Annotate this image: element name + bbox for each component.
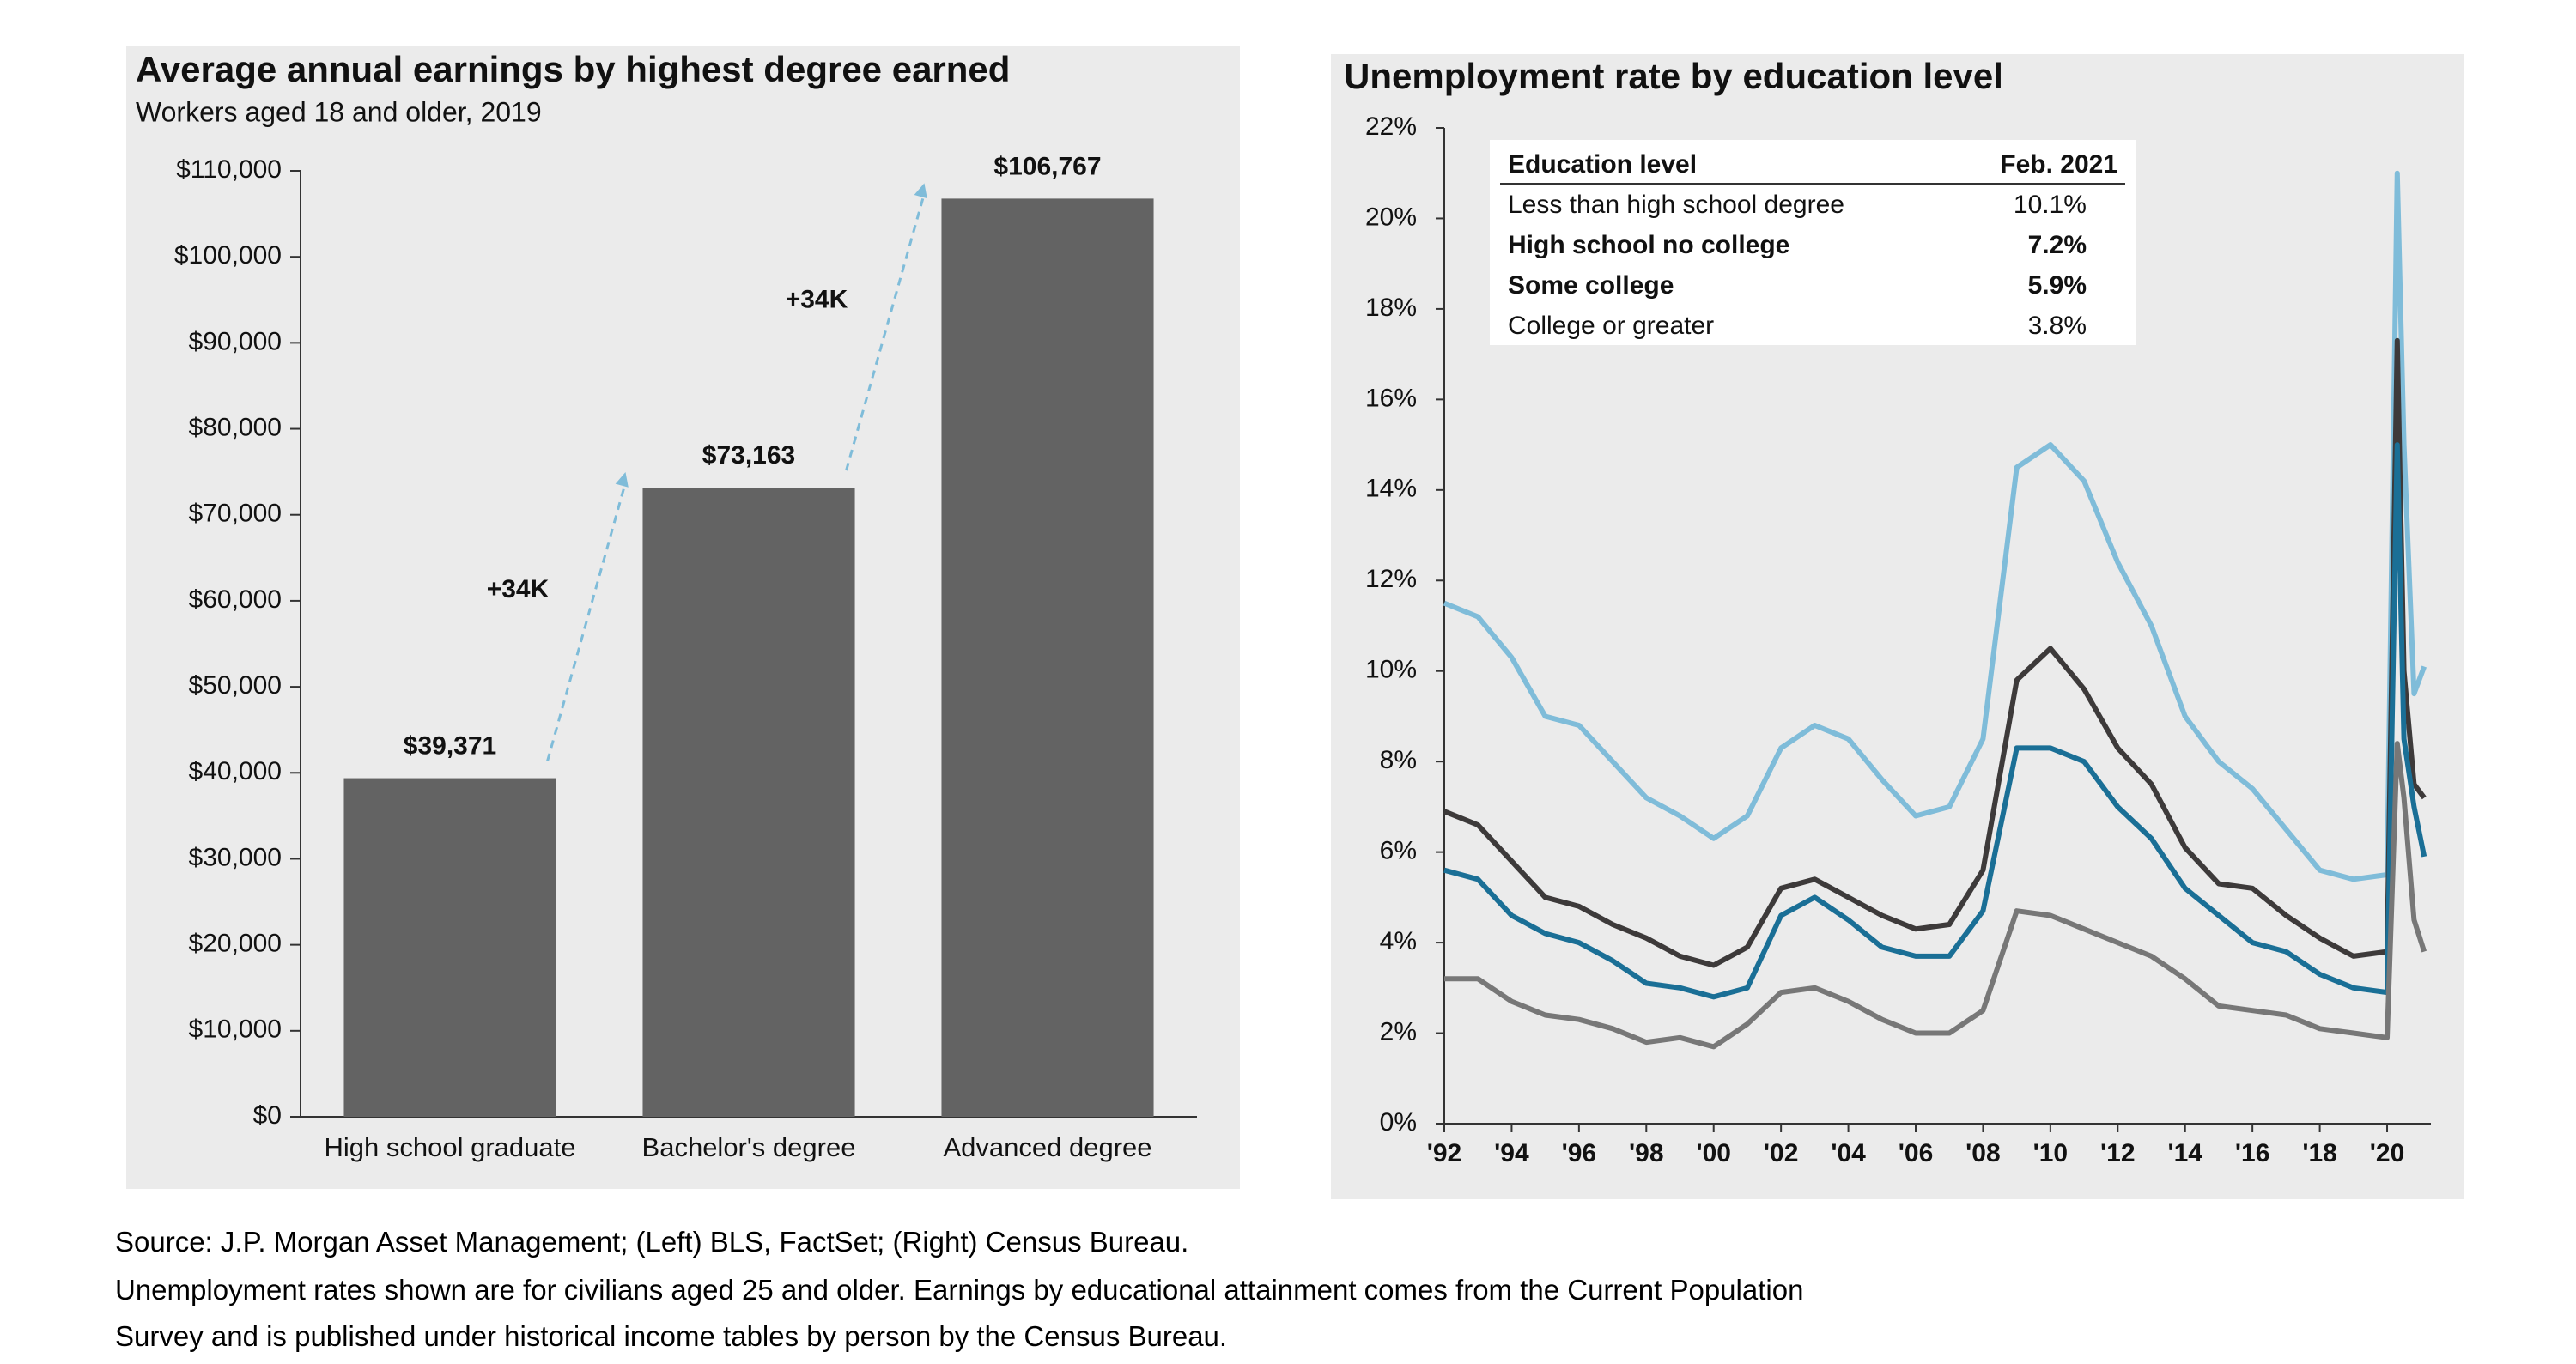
x-tick-label: '20 xyxy=(2370,1139,2405,1167)
x-tick-label: '94 xyxy=(1494,1139,1529,1167)
y-tick-label: 10% xyxy=(1365,656,1417,684)
y-tick-label: $10,000 xyxy=(189,1015,282,1044)
y-tick-label: $100,000 xyxy=(174,241,282,270)
y-tick-label: 12% xyxy=(1365,565,1417,593)
bar xyxy=(941,198,1154,1117)
x-tick-label: '96 xyxy=(1562,1139,1597,1167)
footnote: Source: J.P. Morgan Asset Management; (L… xyxy=(115,1226,1189,1258)
y-tick-label: 0% xyxy=(1380,1108,1417,1137)
footnote: Survey and is published under historical… xyxy=(115,1320,1228,1352)
series-line xyxy=(1443,442,2427,1000)
x-tick-label: Bachelor's degree xyxy=(642,1132,856,1162)
y-tick-label: $30,000 xyxy=(189,843,282,871)
x-tick-label: '04 xyxy=(1831,1139,1866,1167)
y-tick-label: $60,000 xyxy=(189,585,282,614)
y-tick-label: $50,000 xyxy=(189,671,282,700)
y-tick-label: 14% xyxy=(1365,475,1417,503)
y-tick-label: $20,000 xyxy=(189,930,282,958)
series-line xyxy=(1444,741,2427,1050)
y-tick-label: 8% xyxy=(1380,746,1417,774)
y-tick-label: 20% xyxy=(1365,203,1417,231)
x-tick-label: '18 xyxy=(2302,1139,2337,1167)
x-tick-label: '16 xyxy=(2235,1139,2270,1167)
x-tick-label: '14 xyxy=(2167,1139,2202,1167)
x-tick-label: '12 xyxy=(2100,1139,2136,1167)
x-tick-label: '98 xyxy=(1629,1139,1664,1167)
y-tick-label: $110,000 xyxy=(176,155,282,184)
y-tick-label: $80,000 xyxy=(189,413,282,441)
legend-value: 5.9% xyxy=(2028,271,2087,300)
value-label: $73,163 xyxy=(702,441,795,470)
y-tick-label: 6% xyxy=(1380,837,1417,865)
arrow-line xyxy=(845,192,926,471)
value-label: $39,371 xyxy=(404,731,496,760)
footnote: Unemployment rates shown are for civilia… xyxy=(115,1274,1804,1306)
x-tick-label: '00 xyxy=(1696,1139,1731,1167)
y-tick-label: 2% xyxy=(1380,1017,1417,1046)
legend-value: 3.8% xyxy=(2028,312,2087,340)
y-tick-label: 4% xyxy=(1380,927,1417,955)
arrow-line xyxy=(546,482,627,761)
y-tick-label: 22% xyxy=(1365,112,1417,141)
y-tick-label: $0 xyxy=(253,1101,282,1130)
legend-entry: College or greater xyxy=(1508,312,1714,340)
x-tick-label: '06 xyxy=(1899,1139,1934,1167)
bar xyxy=(343,778,556,1117)
x-tick-label: '02 xyxy=(1764,1139,1799,1167)
legend-entry: High school no college xyxy=(1508,231,1789,259)
value-label: $106,767 xyxy=(993,152,1101,180)
series-line xyxy=(1443,337,2427,968)
chart-subtitle: Workers aged 18 and older, 2019 xyxy=(136,96,542,127)
legend-entry: Some college xyxy=(1508,271,1674,300)
annotation: +34K xyxy=(786,286,848,314)
bar xyxy=(642,488,855,1117)
series-line xyxy=(1443,170,2427,882)
x-tick-label: Advanced degree xyxy=(943,1132,1151,1162)
legend-box xyxy=(1490,140,2136,345)
x-tick-label: '10 xyxy=(2033,1139,2069,1167)
legend-header: Feb. 2021 xyxy=(2000,150,2117,179)
arrow-head xyxy=(615,472,629,488)
legend-entry: Less than high school degree xyxy=(1508,191,1844,219)
x-tick-label: '08 xyxy=(1965,1139,2001,1167)
annotation: +34K xyxy=(487,575,550,603)
chart-title: Average annual earnings by highest degre… xyxy=(136,49,1010,89)
legend-header: Education level xyxy=(1508,150,1697,179)
chart-title: Unemployment rate by education level xyxy=(1344,56,2003,96)
y-tick-label: $70,000 xyxy=(189,500,282,528)
legend-value: 10.1% xyxy=(2014,191,2087,219)
y-tick-label: 16% xyxy=(1365,384,1417,412)
charts: Average annual earnings by highest degre… xyxy=(126,46,2464,1199)
legend-value: 7.2% xyxy=(2028,231,2087,259)
x-tick-label: '92 xyxy=(1427,1139,1462,1167)
y-tick-label: 18% xyxy=(1365,294,1417,322)
arrow-head xyxy=(914,183,927,199)
y-tick-label: $40,000 xyxy=(189,757,282,785)
y-tick-label: $90,000 xyxy=(189,327,282,355)
x-tick-label: High school graduate xyxy=(325,1132,576,1162)
